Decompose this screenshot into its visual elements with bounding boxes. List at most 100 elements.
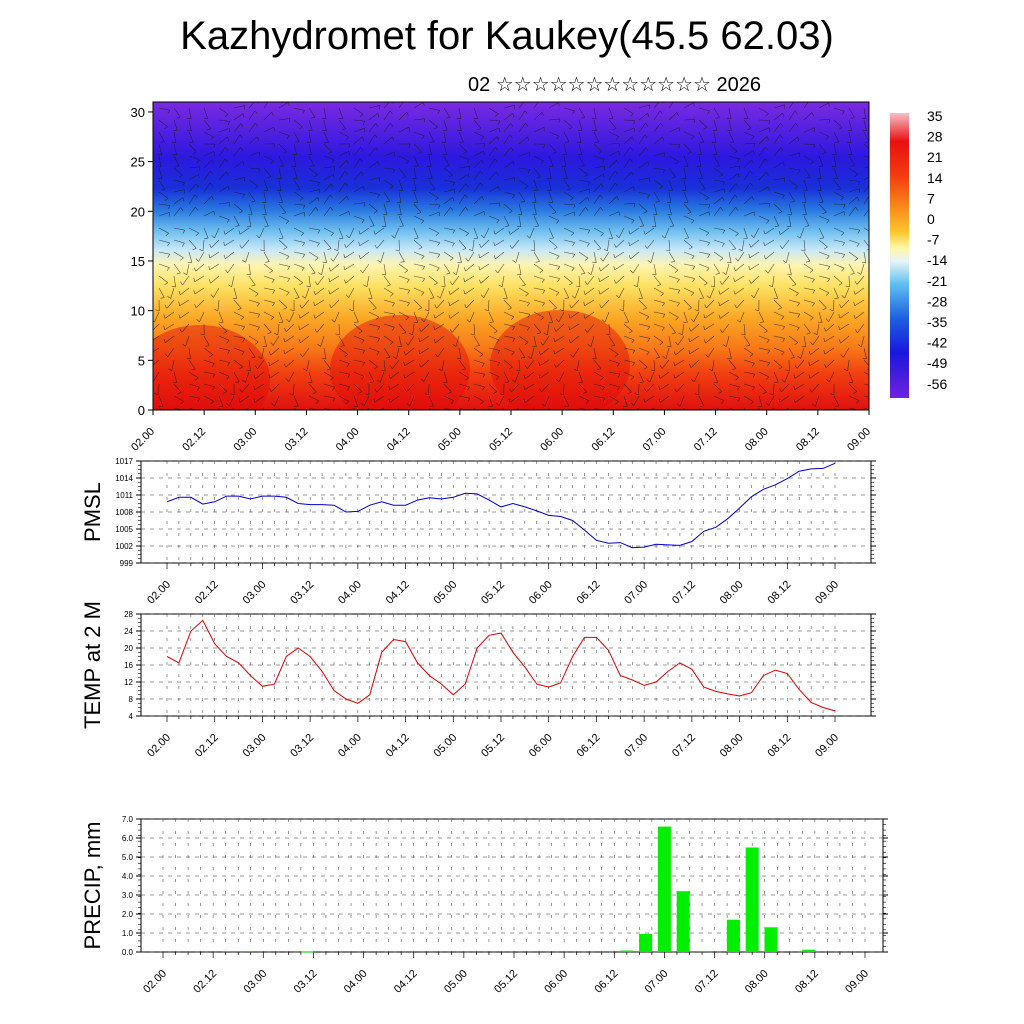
wind-barb-flag bbox=[617, 374, 621, 378]
wind-barb-flag bbox=[631, 171, 634, 176]
wind-barb bbox=[848, 167, 859, 175]
wind-barb-flag bbox=[375, 147, 379, 151]
wind-barb bbox=[533, 203, 537, 215]
wind-barb-flag bbox=[834, 141, 839, 143]
x-tick-label: 07.12 bbox=[692, 426, 720, 454]
wind-barb-flag bbox=[631, 136, 634, 141]
wind-barb-flag bbox=[484, 417, 488, 419]
wind-barb bbox=[668, 127, 680, 133]
wind-barb bbox=[704, 311, 715, 319]
wind-barb-flag bbox=[299, 415, 303, 417]
wind-barb-flag bbox=[520, 357, 525, 359]
wind-barb-flag bbox=[651, 225, 656, 228]
wind-barb bbox=[563, 263, 575, 269]
wind-barb-flag bbox=[238, 210, 243, 214]
wind-barb-flag bbox=[830, 393, 835, 396]
wind-barb bbox=[419, 347, 430, 355]
wind-barb-flag bbox=[496, 171, 499, 176]
wind-barb-flag bbox=[850, 165, 855, 167]
wind-barb-flag bbox=[435, 232, 440, 236]
x-tick-label: 05.00 bbox=[436, 426, 464, 454]
wind-barb-flag bbox=[719, 329, 723, 333]
wind-barb bbox=[443, 227, 455, 231]
x-tick-label: 06.12 bbox=[589, 426, 617, 454]
wind-barb-flag bbox=[227, 121, 231, 126]
wind-barb bbox=[863, 143, 869, 149]
wind-barb bbox=[758, 186, 769, 193]
wind-barb bbox=[515, 407, 520, 410]
wind-barb-flag bbox=[537, 332, 541, 335]
wind-barb bbox=[439, 287, 445, 299]
wind-barb-flag bbox=[733, 267, 736, 272]
wind-barb-flag bbox=[441, 285, 446, 288]
wind-barb bbox=[518, 359, 521, 372]
wind-barb-flag bbox=[193, 267, 196, 272]
wind-barb bbox=[488, 395, 493, 407]
wind-barb bbox=[413, 155, 419, 167]
wind-barb bbox=[555, 359, 565, 368]
wind-barb-flag bbox=[408, 143, 411, 148]
wind-barb-flag bbox=[449, 281, 453, 285]
wind-barb bbox=[188, 119, 192, 131]
wind-barb bbox=[349, 227, 355, 239]
wind-barb bbox=[788, 167, 800, 171]
wind-barb-flag bbox=[235, 225, 240, 227]
wind-barb bbox=[526, 359, 535, 369]
wind-barb bbox=[713, 275, 716, 288]
wind-barb bbox=[173, 179, 185, 183]
wind-barb bbox=[263, 299, 275, 304]
wind-barb-flag bbox=[509, 244, 513, 249]
wind-barb bbox=[248, 110, 256, 121]
wind-barb bbox=[458, 183, 467, 193]
wind-barb bbox=[773, 177, 785, 181]
wind-barb bbox=[398, 323, 407, 333]
wind-barb-flag bbox=[178, 301, 180, 306]
wind-barb-flag bbox=[510, 123, 514, 127]
wind-barb bbox=[198, 251, 205, 262]
wind-barb bbox=[713, 207, 721, 217]
wind-barb bbox=[315, 287, 325, 295]
wind-barb-flag bbox=[456, 357, 462, 360]
wind-barb-flag bbox=[374, 134, 378, 139]
wind-barb-flag bbox=[806, 176, 811, 179]
wind-barb bbox=[344, 251, 355, 259]
wind-barb-flag bbox=[193, 277, 195, 282]
wind-barb-flag bbox=[511, 351, 515, 356]
wind-barb-flag bbox=[871, 377, 874, 380]
wind-barb-flag bbox=[826, 255, 830, 260]
wind-barb bbox=[608, 335, 616, 346]
wind-barb bbox=[203, 347, 213, 355]
wind-barb bbox=[171, 359, 175, 371]
wind-barb bbox=[841, 299, 850, 309]
wind-barb bbox=[758, 107, 769, 114]
wind-barb-flag bbox=[616, 136, 620, 140]
x-tick-label: 06.00 bbox=[542, 968, 570, 996]
wind-barb bbox=[396, 407, 400, 410]
wind-barb bbox=[848, 206, 856, 217]
wind-barb-flag bbox=[689, 363, 692, 368]
wind-barb-flag bbox=[272, 290, 276, 294]
wind-barb bbox=[503, 123, 511, 133]
wind-barb-flag bbox=[256, 234, 260, 239]
wind-barb-flag bbox=[286, 318, 290, 323]
wind-barb-flag bbox=[165, 353, 168, 358]
y-tick-label: 7.0 bbox=[122, 815, 134, 824]
wind-barb-flag bbox=[160, 189, 165, 191]
wind-barb-flag bbox=[526, 327, 530, 331]
wind-barb bbox=[503, 215, 510, 226]
wind-barb bbox=[210, 275, 220, 284]
wind-barb-flag bbox=[610, 345, 615, 347]
wind-barb bbox=[413, 143, 422, 153]
wind-barb-flag bbox=[767, 350, 771, 354]
wind-barb bbox=[828, 311, 835, 322]
wind-barb bbox=[353, 215, 365, 221]
wind-barb bbox=[494, 227, 505, 235]
wind-barb bbox=[848, 188, 860, 193]
wind-barb-flag bbox=[703, 339, 706, 344]
wind-barb bbox=[203, 227, 209, 239]
wind-barb bbox=[863, 185, 869, 193]
wind-barb-flag bbox=[223, 230, 226, 235]
wind-barb bbox=[728, 183, 737, 193]
wind-barb bbox=[653, 110, 661, 121]
wind-barb-flag bbox=[166, 267, 170, 271]
